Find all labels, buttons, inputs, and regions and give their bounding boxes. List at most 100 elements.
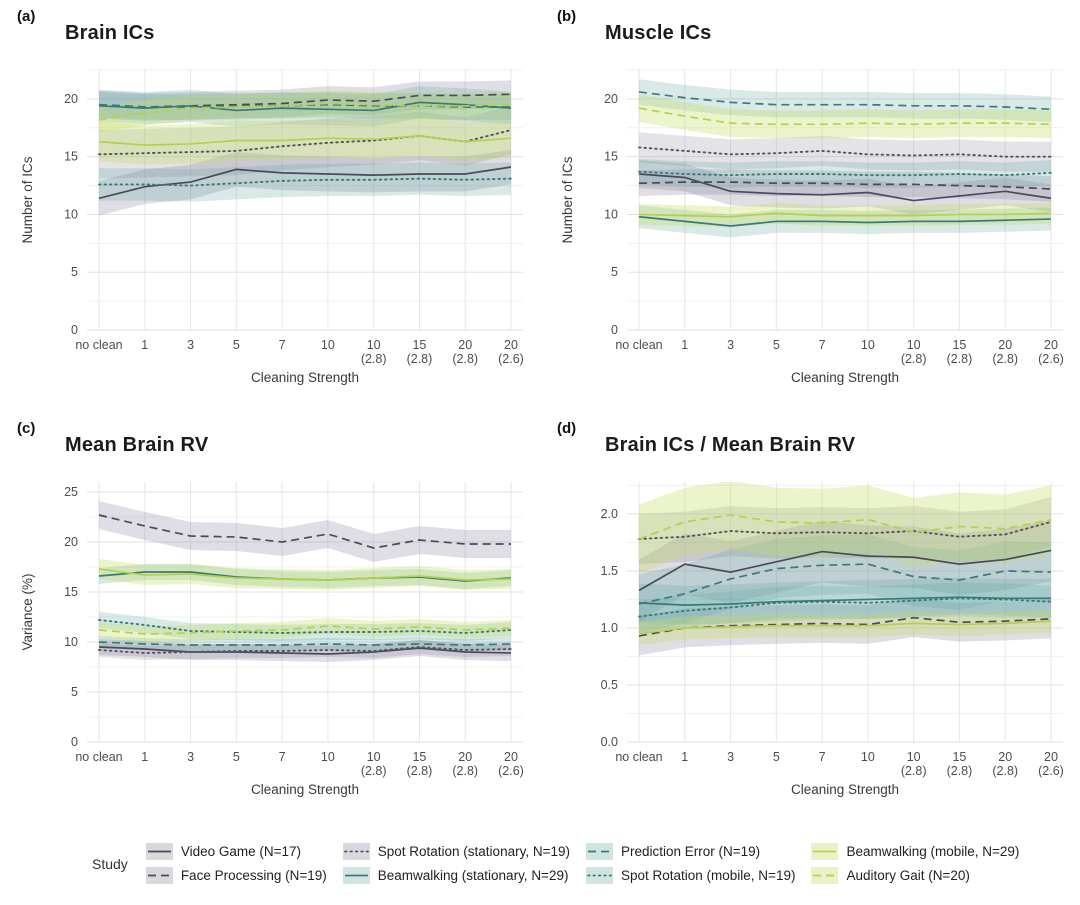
panel-brain-ics: (a) Brain ICs 0 5 10 15 20 no clean 1 3 5 7 10 10 (2…	[15, 6, 555, 396]
svg-text:no clean: no clean	[615, 750, 662, 764]
svg-text:Cleaning Strength: Cleaning Strength	[791, 782, 899, 797]
legend-column: Video Game (N=17) Face Processing (N=19)	[145, 843, 327, 884]
svg-text:(2.8): (2.8)	[947, 764, 973, 778]
svg-text:(2.6): (2.6)	[1038, 764, 1064, 778]
svg-text:3: 3	[187, 750, 194, 764]
svg-text:10: 10	[321, 338, 335, 352]
legend-key-swatch-icon	[342, 843, 370, 860]
svg-text:Variance (%): Variance (%)	[20, 573, 35, 650]
svg-text:(2.8): (2.8)	[901, 352, 927, 366]
svg-text:5: 5	[233, 750, 240, 764]
svg-text:Cleaning Strength: Cleaning Strength	[791, 370, 899, 385]
svg-text:Number of ICs: Number of ICs	[20, 156, 35, 243]
legend-item-prediction-error: Prediction Error (N=19)	[585, 843, 795, 860]
legend-key-swatch-icon	[811, 867, 839, 884]
legend-key-swatch-icon	[145, 867, 173, 884]
legend-item-label: Spot Rotation (mobile, N=19)	[620, 868, 796, 883]
svg-text:10: 10	[321, 750, 335, 764]
panel-title: Mean Brain RV	[65, 434, 209, 456]
svg-text:(2.8): (2.8)	[361, 352, 387, 366]
svg-text:3: 3	[727, 338, 734, 352]
legend-key-swatch-icon	[585, 843, 613, 860]
legend-item-beamwalking-stationary: Beamwalking (stationary, N=29)	[342, 867, 570, 884]
svg-text:1: 1	[141, 750, 148, 764]
svg-text:20: 20	[64, 535, 78, 549]
svg-text:1.5: 1.5	[601, 564, 618, 578]
svg-text:10: 10	[64, 207, 78, 221]
svg-text:(2.8): (2.8)	[361, 764, 387, 778]
legend-title: Study	[92, 855, 128, 872]
svg-text:(2.8): (2.8)	[407, 764, 433, 778]
svg-text:no clean: no clean	[75, 750, 122, 764]
svg-text:15: 15	[952, 750, 966, 764]
svg-text:20: 20	[998, 338, 1012, 352]
svg-text:5: 5	[611, 265, 618, 279]
panel-letter: (a)	[17, 8, 36, 25]
panel-letter: (b)	[557, 8, 577, 25]
svg-text:15: 15	[412, 338, 426, 352]
svg-text:20: 20	[504, 750, 518, 764]
svg-text:10: 10	[367, 338, 381, 352]
legend-item-face-processing: Face Processing (N=19)	[145, 867, 327, 884]
svg-text:5: 5	[71, 685, 78, 699]
svg-text:5: 5	[233, 338, 240, 352]
chart-brain-ics-over-rv-canvas: 0.00.51.01.52.0no clean 1 3 5 7 10 10(2.8)15(2…	[601, 482, 1064, 797]
svg-text:15: 15	[604, 150, 618, 164]
svg-text:Number of ICs: Number of ICs	[560, 156, 575, 243]
legend-key-swatch-icon	[342, 867, 370, 884]
svg-text:20: 20	[998, 750, 1012, 764]
legend-item-spot-rotation-stationary: Spot Rotation (stationary, N=19)	[342, 843, 570, 860]
legend-item-label: Spot Rotation (stationary, N=19)	[377, 844, 570, 859]
svg-text:Cleaning Strength: Cleaning Strength	[251, 370, 359, 385]
study-legend: Study Video Game (N=17) Face Processing (…	[92, 843, 1042, 884]
legend-item-label: Auditory Gait (N=20)	[846, 868, 970, 883]
svg-text:15: 15	[64, 150, 78, 164]
legend-item-label: Face Processing (N=19)	[180, 868, 327, 883]
svg-text:0.5: 0.5	[601, 678, 618, 692]
svg-text:10: 10	[861, 338, 875, 352]
legend-column: Spot Rotation (stationary, N=19) Beamwalk…	[342, 843, 570, 884]
svg-text:7: 7	[819, 338, 826, 352]
svg-text:(2.8): (2.8)	[407, 352, 433, 366]
svg-text:20: 20	[458, 750, 472, 764]
svg-text:10: 10	[367, 750, 381, 764]
legend-key-swatch-icon	[145, 843, 173, 860]
svg-text:(2.6): (2.6)	[1038, 352, 1064, 366]
svg-text:15: 15	[412, 750, 426, 764]
svg-text:1: 1	[141, 338, 148, 352]
svg-text:10: 10	[907, 338, 921, 352]
svg-text:(2.8): (2.8)	[452, 764, 478, 778]
legend-key-swatch-icon	[811, 843, 839, 860]
svg-text:(2.6): (2.6)	[498, 352, 524, 366]
legend-column: Prediction Error (N=19) Spot Rotation (mo…	[585, 843, 796, 884]
svg-text:5: 5	[773, 338, 780, 352]
svg-text:1: 1	[681, 338, 688, 352]
panel-letter: (d)	[557, 420, 577, 437]
svg-text:20: 20	[604, 92, 618, 106]
svg-text:20: 20	[64, 92, 78, 106]
svg-text:no clean: no clean	[615, 338, 662, 352]
legend-item-video-game: Video Game (N=17)	[145, 843, 327, 860]
legend-item-auditory-gait: Auditory Gait (N=20)	[811, 867, 1019, 884]
svg-text:10: 10	[907, 750, 921, 764]
svg-text:(2.8): (2.8)	[452, 352, 478, 366]
svg-text:20: 20	[504, 338, 518, 352]
panel-letter: (c)	[17, 420, 36, 437]
svg-text:7: 7	[819, 750, 826, 764]
legend-item-label: Video Game (N=17)	[180, 844, 302, 859]
svg-text:7: 7	[279, 338, 286, 352]
legend-column: Beamwalking (mobile, N=29) Auditory Gait …	[811, 843, 1019, 884]
svg-text:1: 1	[681, 750, 688, 764]
legend-item-label: Beamwalking (stationary, N=29)	[377, 868, 569, 883]
svg-text:10: 10	[604, 207, 618, 221]
svg-text:(2.8): (2.8)	[901, 764, 927, 778]
legend-item-label: Prediction Error (N=19)	[620, 844, 761, 859]
legend-item-beamwalking-mobile: Beamwalking (mobile, N=29)	[811, 843, 1019, 860]
svg-text:1.0: 1.0	[601, 621, 618, 635]
svg-text:Cleaning Strength: Cleaning Strength	[251, 782, 359, 797]
svg-text:0: 0	[71, 323, 78, 337]
svg-text:20: 20	[1044, 338, 1058, 352]
